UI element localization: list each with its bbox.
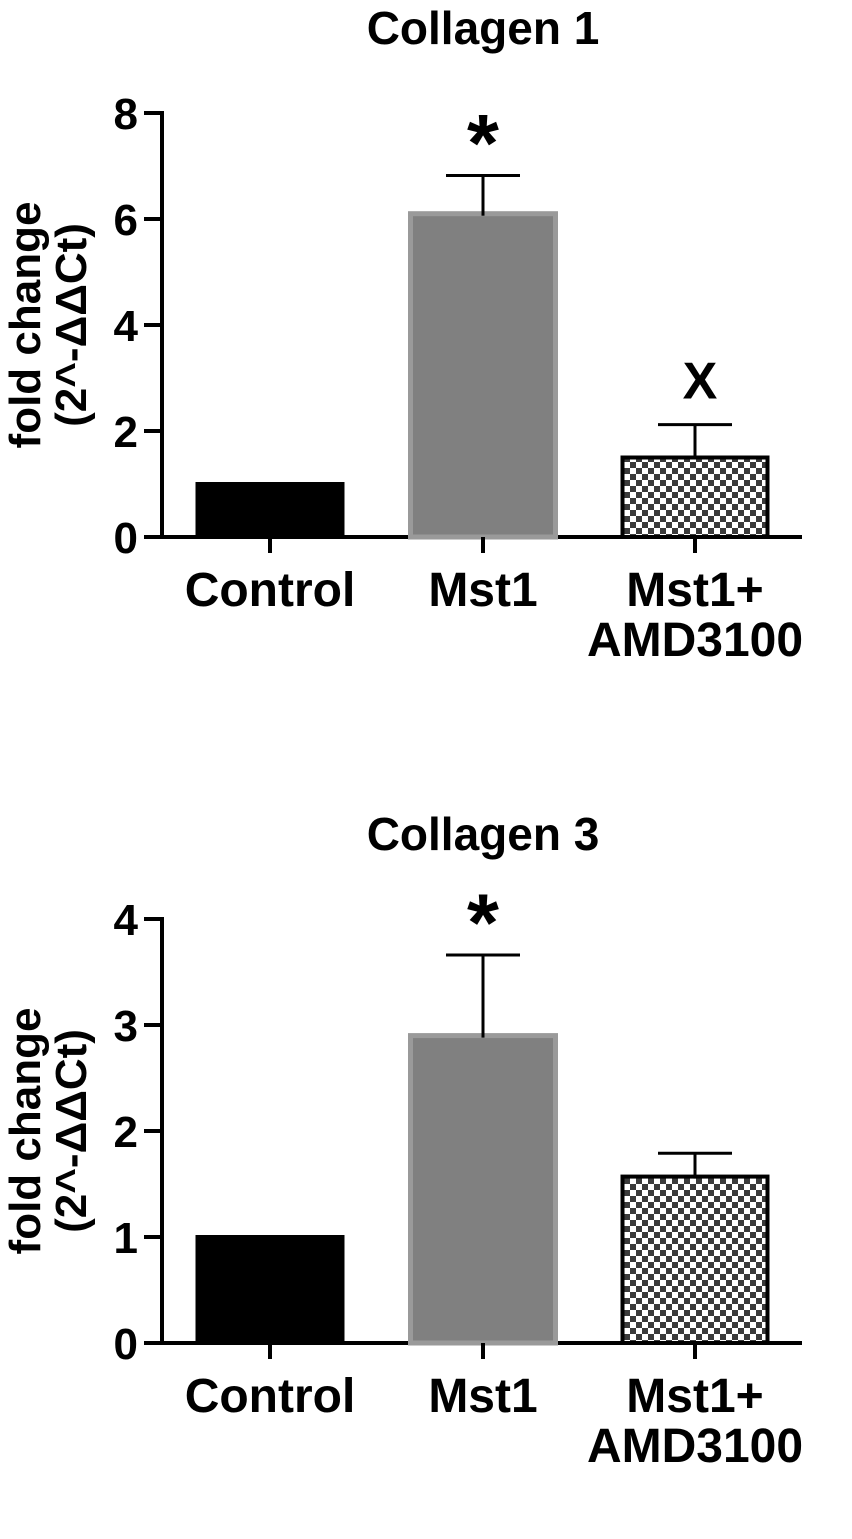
x-category-label: Mst1 <box>428 1370 537 1423</box>
y-tick-label: 1 <box>114 1214 138 1263</box>
y-axis-label: fold change(2^-ΔΔCt) <box>1 1008 96 1255</box>
y-tick-label: 6 <box>114 196 138 245</box>
x-category-label: Mst1 <box>428 564 537 617</box>
y-tick-label: 2 <box>114 408 138 457</box>
y-tick-label: 3 <box>114 1002 138 1051</box>
x-category-label: Mst1+ AMD3100 <box>587 1370 803 1473</box>
bar-mst1-amd3100 <box>620 455 770 539</box>
bar-mst1 <box>408 211 558 540</box>
x-category-label: Mst1+ AMD3100 <box>587 564 803 667</box>
y-tick-label: 2 <box>114 1108 138 1157</box>
x-category-label: Control <box>185 564 356 617</box>
y-tick-label: 0 <box>114 514 138 563</box>
bar-mst1-amd3100 <box>620 1174 770 1345</box>
y-tick-label: 4 <box>114 302 139 351</box>
chart-collagen-3: Collagen 3 fold change(2^-ΔΔCt) 0 1 2 3 4 Contr… <box>0 806 852 1539</box>
y-axis-label: fold change(2^-ΔΔCt) <box>1 202 96 449</box>
chart-title: Collagen 1 <box>367 2 600 54</box>
significance-marker: * <box>467 878 499 969</box>
bar-control <box>195 482 345 539</box>
bar-control <box>195 1235 345 1345</box>
chart-title: Collagen 3 <box>367 808 600 860</box>
bar-chart-collagen-3: Collagen 3 fold change(2^-ΔΔCt) 0 1 2 3 4 Contr… <box>1 808 803 1473</box>
bar-mst1 <box>408 1033 558 1346</box>
y-tick-label: 4 <box>114 896 139 945</box>
y-tick-label: 0 <box>114 1320 138 1369</box>
y-tick-label: 8 <box>114 90 138 139</box>
bar-chart-collagen-1: Collagen 1 fold change(2^-ΔΔCt) 0 2 4 6 8 Contr… <box>1 2 803 667</box>
significance-marker: X <box>683 353 718 411</box>
x-category-label: Control <box>185 1370 356 1423</box>
chart-collagen-1: Collagen 1 fold change(2^-ΔΔCt) 0 2 4 6 8 Contr… <box>0 0 852 733</box>
significance-marker: * <box>467 99 499 190</box>
